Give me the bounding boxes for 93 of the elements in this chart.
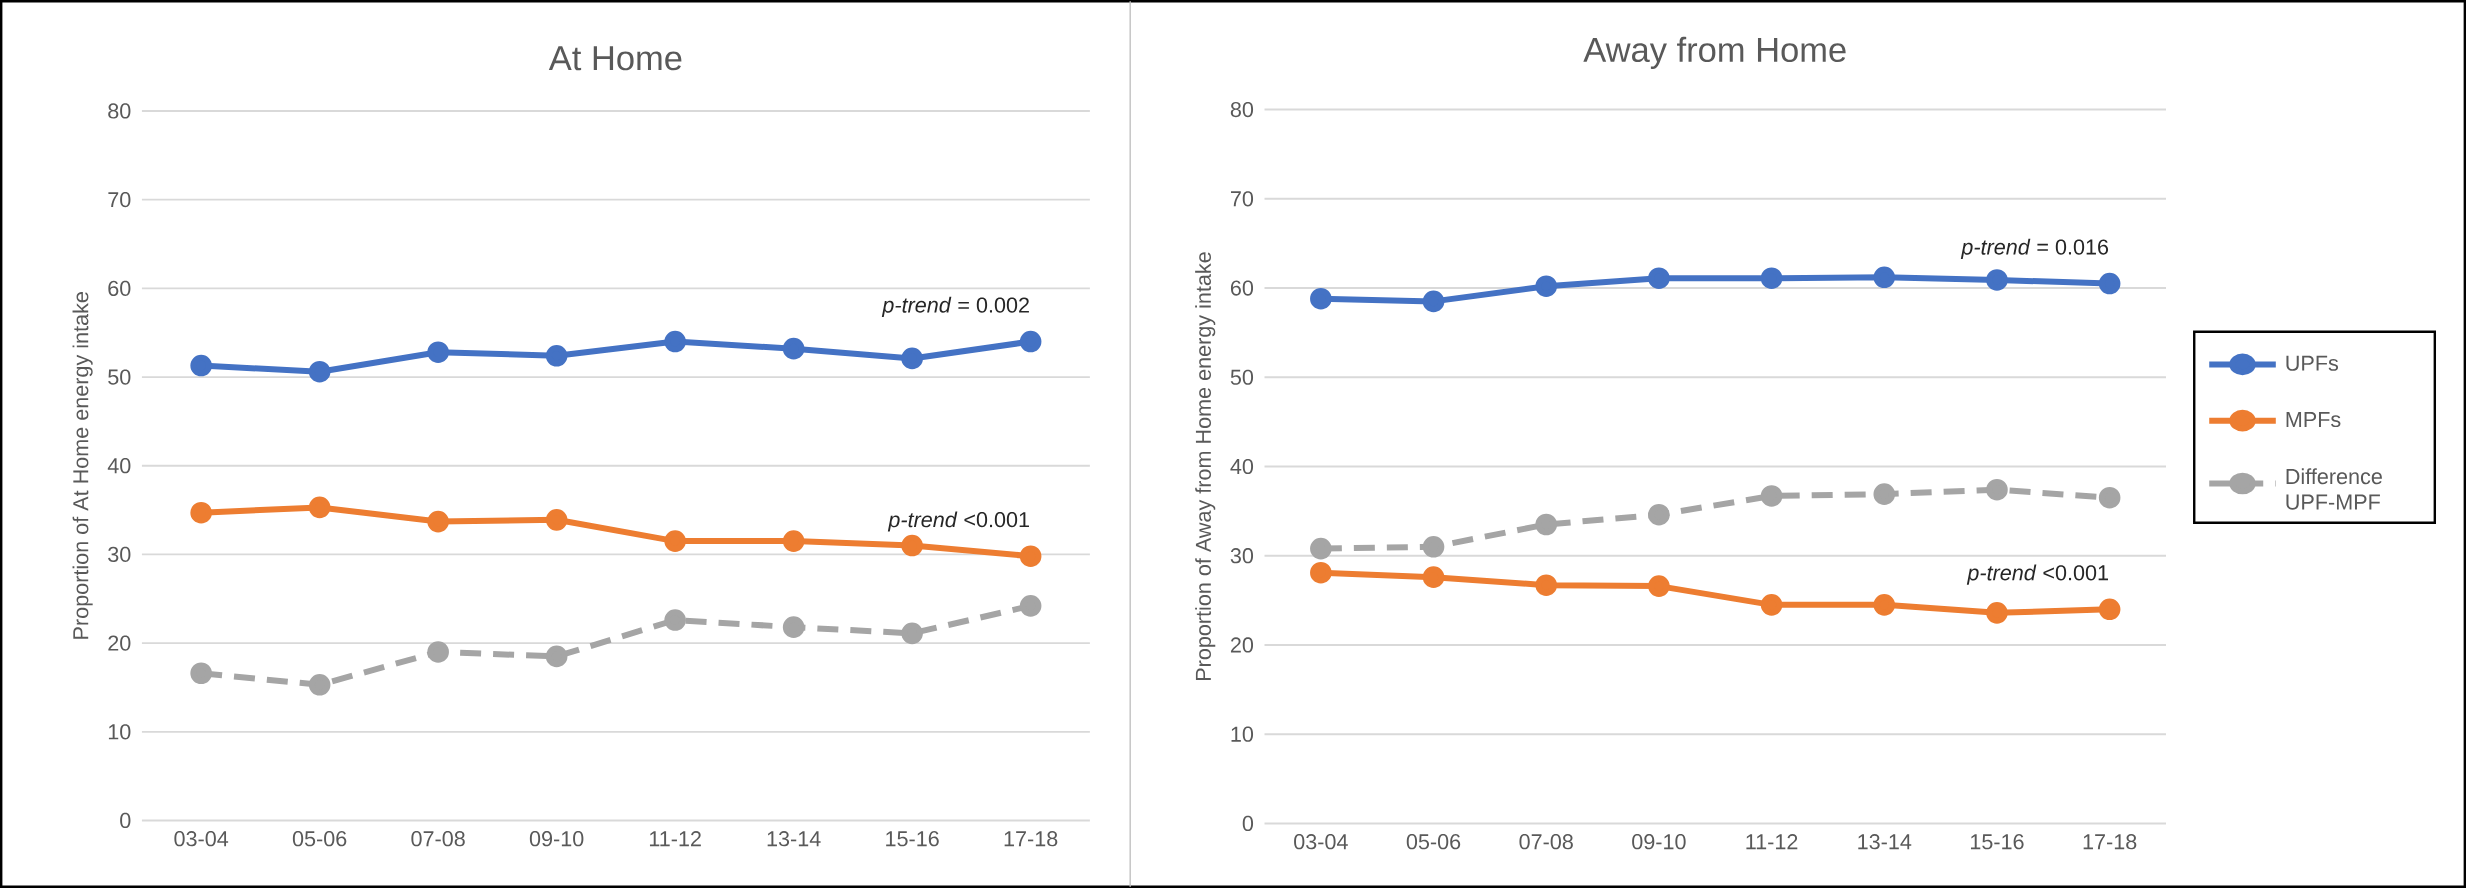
annotation: p-trend <0.001 (887, 511, 1029, 532)
point (664, 330, 686, 353)
point (782, 616, 805, 638)
y-axis-title: Proportion of At Home energy intake (72, 292, 93, 639)
point (308, 673, 331, 696)
y-tick-label: 60 (1230, 280, 1254, 296)
point (1019, 595, 1042, 617)
point (190, 354, 212, 377)
point (427, 341, 449, 364)
point (901, 534, 923, 557)
point (1019, 330, 1042, 353)
point (1310, 537, 1332, 560)
y-axis-title: Proportion of Away from Home energy intake (1195, 252, 1216, 681)
y-tick-label: 50 (1230, 369, 1254, 385)
point (1422, 536, 1445, 558)
legend-label: MPFs (2286, 412, 2341, 428)
x-tick-label: 15-16 (886, 831, 939, 847)
x-tick-label: 13-14 (767, 831, 821, 847)
point (664, 530, 686, 552)
point (1873, 594, 1896, 616)
y-tick-label: 20 (1230, 637, 1254, 653)
point (901, 622, 923, 645)
point (1310, 561, 1332, 584)
point (427, 641, 449, 663)
x-tick-label: 05-06 (1406, 834, 1461, 850)
y-tick-label: 30 (1230, 548, 1254, 564)
point (1760, 485, 1783, 507)
point (308, 496, 331, 519)
y-tick-label: 20 (108, 635, 131, 651)
point (545, 509, 568, 531)
x-tick-label: 13-14 (1858, 834, 1912, 850)
point (190, 662, 212, 685)
x-tick-label: 15-16 (1970, 834, 2024, 850)
y-tick-label: 70 (108, 192, 131, 208)
point (190, 501, 212, 524)
x-tick-label: 07-08 (1519, 834, 1573, 850)
point (545, 645, 568, 668)
point (1019, 545, 1042, 567)
point (308, 360, 331, 383)
point (664, 609, 686, 631)
point (2098, 486, 2121, 509)
y-tick-label: 10 (1231, 726, 1254, 742)
point (901, 347, 923, 370)
y-tick-label: 40 (107, 458, 131, 474)
point (1648, 503, 1670, 526)
y-tick-label: 40 (1230, 458, 1254, 475)
point (1760, 267, 1783, 289)
x-tick-label: 09-10 (1632, 834, 1686, 850)
x-tick-label: 03-04 (174, 831, 229, 847)
y-tick-label: 10 (108, 724, 131, 740)
y-tick-label: 70 (1231, 191, 1254, 207)
point (1535, 275, 1558, 298)
annotation: p-trend = 0.016 (1960, 238, 2109, 259)
chart-title: At Home (548, 46, 682, 71)
y-tick-label: 30 (108, 546, 131, 563)
point (545, 344, 568, 367)
y-tick-label: 80 (108, 103, 131, 119)
x-tick-label: 05-06 (292, 831, 347, 847)
point (1873, 483, 1896, 505)
y-tick-label: 80 (1230, 101, 1254, 118)
point (1648, 575, 1670, 597)
legend-label: UPFs (2286, 355, 2339, 371)
point (427, 510, 449, 533)
point (1986, 269, 2008, 291)
x-tick-label: 17-18 (2083, 834, 2137, 850)
x-tick-label: 11-12 (1746, 834, 1798, 850)
point (2098, 598, 2121, 621)
point (1760, 594, 1783, 616)
point (782, 337, 805, 360)
point (1535, 513, 1558, 536)
chart-title: Away from Home (1583, 36, 1846, 69)
x-tick-label: 09-10 (529, 831, 584, 847)
annotation: p-trend <0.001 (1966, 564, 2108, 585)
point (2098, 272, 2121, 295)
point (1986, 478, 2008, 501)
annotation: p-trend = 0.002 (881, 296, 1029, 317)
point (1422, 290, 1445, 313)
point (1310, 287, 1332, 310)
y-tick-label: 0 (120, 812, 131, 829)
y-tick-label: 0 (1242, 815, 1254, 832)
y-tick-label: 60 (108, 280, 131, 296)
point (1535, 574, 1558, 596)
x-tick-label: 03-04 (1294, 834, 1348, 850)
point (782, 530, 805, 552)
point (1986, 602, 2008, 624)
point (1422, 566, 1445, 588)
legend-label: Difference UPF-MPF (2286, 468, 2382, 510)
point (1648, 267, 1670, 289)
x-tick-label: 07-08 (411, 831, 465, 847)
x-tick-label: 11-12 (649, 831, 701, 847)
point (1873, 266, 1896, 289)
x-tick-label: 17-18 (1004, 831, 1058, 847)
y-tick-label: 50 (108, 369, 131, 385)
